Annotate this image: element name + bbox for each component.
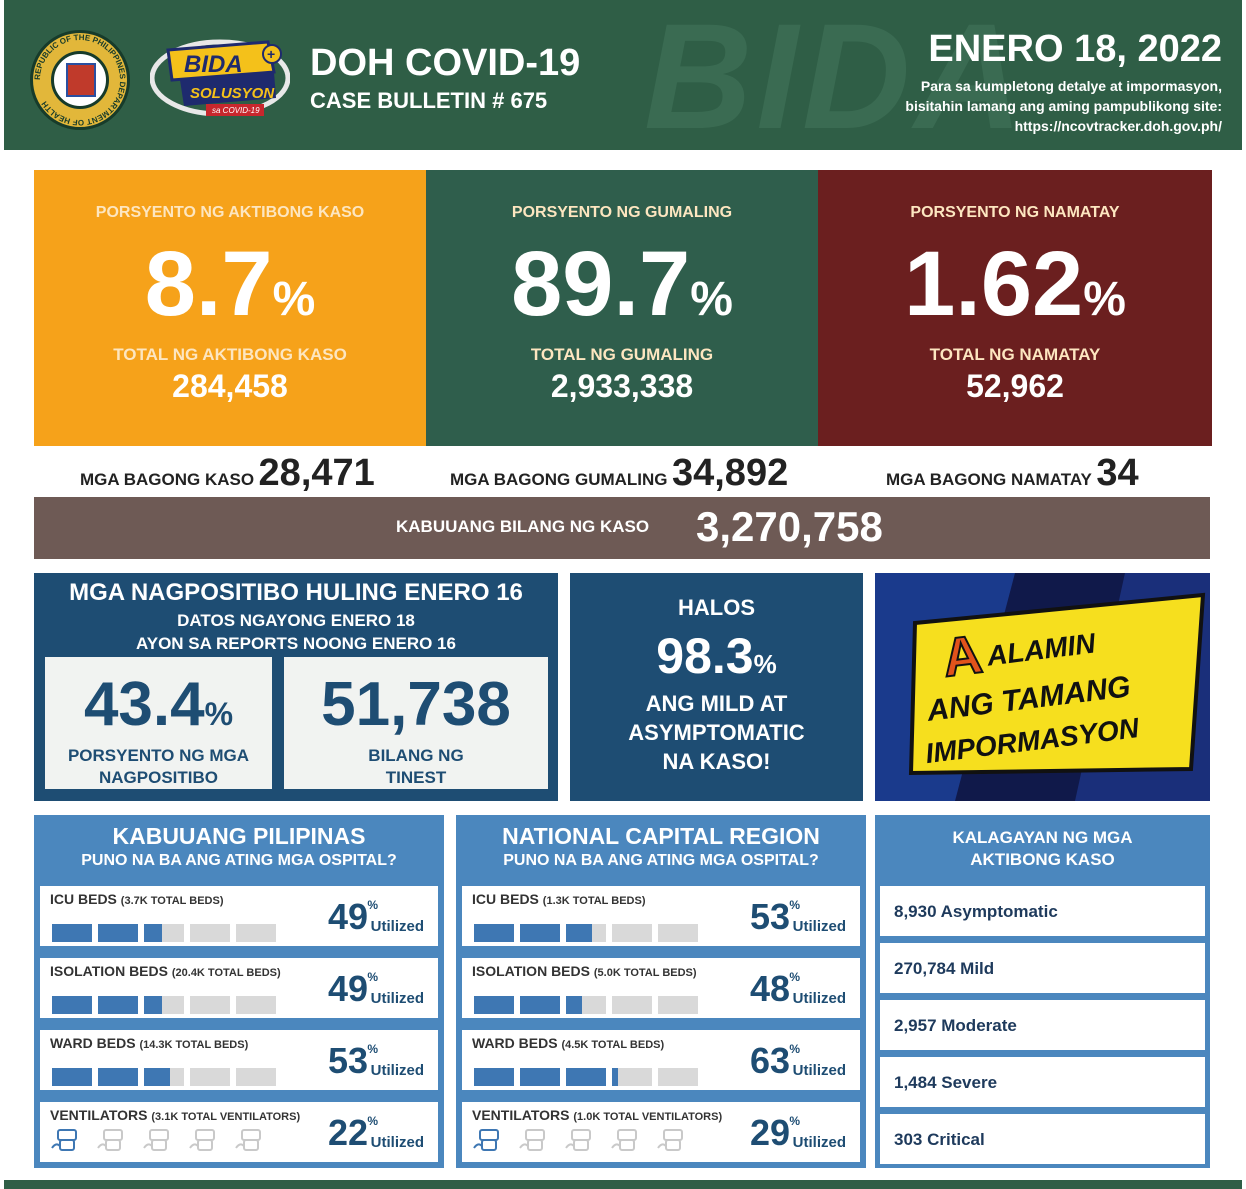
- site-link[interactable]: https://ncovtracker.doh.gov.ph/: [1014, 118, 1222, 134]
- status-row: 8,930 Asymptomatic: [879, 885, 1206, 937]
- utilization-row: ISOLATION BEDS (20.4K TOTAL BEDS) 49% Util…: [39, 957, 439, 1019]
- ventilator-icon: [472, 1128, 506, 1154]
- total-cases-value: 3,270,758: [696, 503, 883, 550]
- utilization-bar: [52, 1068, 292, 1086]
- ventilator-icon: [518, 1128, 552, 1154]
- utilization-value: 53: [327, 1040, 368, 1081]
- header-note: Para sa kumpletong detalye at impormasyo…: [802, 76, 1222, 136]
- svg-text:SOLUSYON: SOLUSYON: [190, 85, 275, 102]
- utilization-value: 63: [749, 1040, 790, 1081]
- utilization-row: WARD BEDS (4.5K TOTAL BEDS) 63% Utilized: [461, 1029, 861, 1091]
- utilization-label: VENTILATORS (1.0K TOTAL VENTILATORS): [472, 1107, 723, 1123]
- ventilator-icon: [610, 1128, 644, 1154]
- ph-hospital-header: KABUUANG PILIPINAS PUNO NA BA ANG ATING …: [34, 815, 444, 877]
- utilization-label: ISOLATION BEDS (5.0K TOTAL BEDS): [472, 963, 697, 979]
- active-case-status-list: 8,930 Asymptomatic 270,784 Mild 2,957 Mode…: [875, 877, 1210, 1168]
- ventilator-icon: [656, 1128, 690, 1154]
- ventilator-icon: [188, 1128, 222, 1154]
- ph-hospital-list: ICU BEDS (3.7K TOTAL BEDS) 49% Utilized ISO…: [34, 877, 444, 1168]
- ventilator-icon: [564, 1128, 598, 1154]
- active-total: 284,458: [172, 368, 288, 404]
- recovered-panel: PORSYENTO NG GUMALING 89.7% TOTAL NG GUM…: [426, 170, 818, 446]
- status-row: 2,957 Moderate: [879, 999, 1206, 1051]
- utilization-row: VENTILATORS (3.1K TOTAL VENTILATORS) 22% U…: [39, 1101, 439, 1163]
- active-pct: 8.7%: [144, 233, 316, 335]
- mild-asymptomatic-panel: HALOS 98.3% ANG MILD AT ASYMPTOMATIC NA KA…: [570, 573, 863, 801]
- new-cases: MGA BAGONG KASO 28,471: [80, 452, 375, 494]
- utilization-label: VENTILATORS (3.1K TOTAL VENTILATORS): [50, 1107, 301, 1123]
- utilization-bar: [474, 924, 714, 942]
- positivity-rate-box: 43.4% PORSYENTO NG MGA NAGPOSITIBO: [45, 657, 272, 789]
- new-recoveries: MGA BAGONG GUMALING 34,892: [450, 452, 789, 494]
- utilization-value: 49: [327, 968, 368, 1009]
- ventilator-icon: [234, 1128, 268, 1154]
- new-deaths: MGA BAGONG NAMATAY 34: [886, 452, 1139, 494]
- svg-text:BIDA: BIDA: [184, 51, 243, 78]
- utilization-value: 48: [749, 968, 790, 1009]
- utilization-label: WARD BEDS (4.5K TOTAL BEDS): [472, 1035, 665, 1051]
- utilization-bar: [474, 1068, 714, 1086]
- utilization-row: ICU BEDS (1.3K TOTAL BEDS) 53% Utilized: [461, 885, 861, 947]
- utilization-bar: [474, 996, 714, 1014]
- utilization-label: WARD BEDS (14.3K TOTAL BEDS): [50, 1035, 249, 1051]
- ventilator-icon: [50, 1128, 84, 1154]
- deaths-pct: 1.62%: [904, 233, 1126, 335]
- recovered-total: 2,933,338: [550, 368, 694, 404]
- ventilator-icon: [96, 1128, 130, 1154]
- header-banner: BIDA: [4, 0, 1242, 150]
- svg-text:REPUBLIC OF THE PHILIPPINES DE: REPUBLIC OF THE PHILIPPINES DEPARTMENT O…: [33, 33, 127, 127]
- tested-count-box: 51,738 BILANG NG TINEST: [284, 657, 548, 789]
- positivity-panel: MGA NAGPOSITIBO HULING ENERO 16 DATOS NG…: [34, 573, 558, 801]
- bulletin-title: DOH COVID-19: [310, 42, 581, 84]
- doh-seal-logo: REPUBLIC OF THE PHILIPPINES DEPARTMENT O…: [30, 30, 130, 130]
- status-row: 1,484 Severe: [879, 1056, 1206, 1108]
- utilization-row: VENTILATORS (1.0K TOTAL VENTILATORS) 29% U…: [461, 1101, 861, 1163]
- alamin-info-graphic: A ALAMIN ANG TAMANG IMPORMASYON: [875, 573, 1210, 801]
- utilization-label: ICU BEDS (3.7K TOTAL BEDS): [50, 891, 224, 907]
- deaths-total: 52,962: [966, 368, 1064, 404]
- utilization-value: 22: [327, 1112, 368, 1153]
- ventilator-icon: [142, 1128, 176, 1154]
- ncr-hospital-list: ICU BEDS (1.3K TOTAL BEDS) 53% Utilized ISO…: [456, 877, 866, 1168]
- utilization-value: 49: [327, 896, 368, 937]
- utilization-bar: [52, 996, 292, 1014]
- svg-text:A: A: [939, 624, 985, 688]
- deaths-panel: PORSYENTO NG NAMATAY 1.62% TOTAL NG NAMA…: [818, 170, 1212, 446]
- utilization-row: ISOLATION BEDS (5.0K TOTAL BEDS) 48% Utili…: [461, 957, 861, 1019]
- status-row: 303 Critical: [879, 1113, 1206, 1165]
- utilization-label: ICU BEDS (1.3K TOTAL BEDS): [472, 891, 646, 907]
- active-cases-panel: PORSYENTO NG AKTIBONG KASO 8.7% TOTAL NG…: [34, 170, 426, 446]
- recovered-pct: 89.7%: [511, 233, 733, 335]
- bulletin-number: CASE BULLETIN # 675: [310, 88, 548, 113]
- ncr-hospital-header: NATIONAL CAPITAL REGION PUNO NA BA ANG A…: [456, 815, 866, 877]
- footer-band: [4, 1180, 1242, 1189]
- bulletin-date: ENERO 18, 2022: [928, 28, 1222, 70]
- utilization-bar: [52, 924, 292, 942]
- utilization-row: WARD BEDS (14.3K TOTAL BEDS) 53% Utilized: [39, 1029, 439, 1091]
- active-case-status-header: KALAGAYAN NG MGA AKTIBONG KASO: [875, 815, 1210, 877]
- utilization-label: ISOLATION BEDS (20.4K TOTAL BEDS): [50, 963, 281, 979]
- status-row: 270,784 Mild: [879, 942, 1206, 994]
- svg-text:sa COVID-19: sa COVID-19: [212, 106, 260, 115]
- utilization-value: 29: [749, 1112, 790, 1153]
- bida-solusyon-logo: BIDA SOLUSYON sa COVID-19 +: [149, 38, 291, 117]
- total-cases-bar: KABUUANG BILANG NG KASO 3,270,758: [34, 497, 1210, 559]
- utilization-row: ICU BEDS (3.7K TOTAL BEDS) 49% Utilized: [39, 885, 439, 947]
- svg-text:+: +: [267, 46, 275, 62]
- header-watermark: BIDA: [644, 0, 1027, 150]
- utilization-value: 53: [749, 896, 790, 937]
